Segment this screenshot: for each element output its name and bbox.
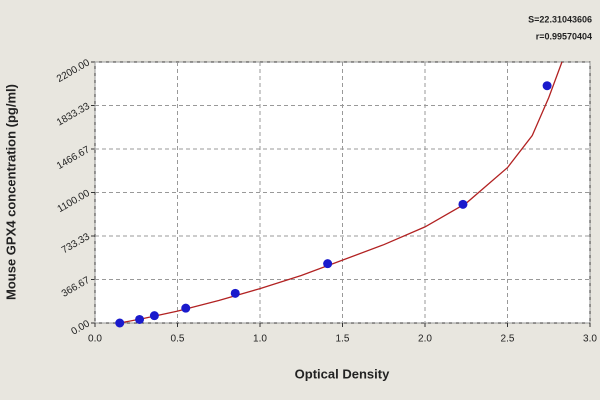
point [181, 303, 191, 313]
x-tick-label: 1.0 [253, 334, 267, 345]
y-axis-label: Mouse GPX4 concentration (pg/ml) [3, 84, 18, 300]
point [115, 318, 125, 328]
point [230, 288, 240, 298]
point [135, 314, 145, 324]
annotation: r=0.99570404 [536, 31, 592, 41]
point [458, 199, 468, 209]
x-tick-label: 3.0 [583, 334, 597, 345]
x-tick-label: 1.5 [336, 334, 350, 345]
x-tick-label: 2.0 [418, 334, 432, 345]
annotation: S=22.31043606 [528, 14, 592, 24]
x-tick-label: 0.5 [171, 334, 185, 345]
x-tick-label: 2.5 [501, 334, 515, 345]
x-axis-label: Optical Density [295, 366, 390, 381]
x-tick-label: 0.0 [88, 334, 102, 345]
point [323, 259, 333, 269]
point [542, 81, 552, 91]
point [149, 311, 159, 321]
